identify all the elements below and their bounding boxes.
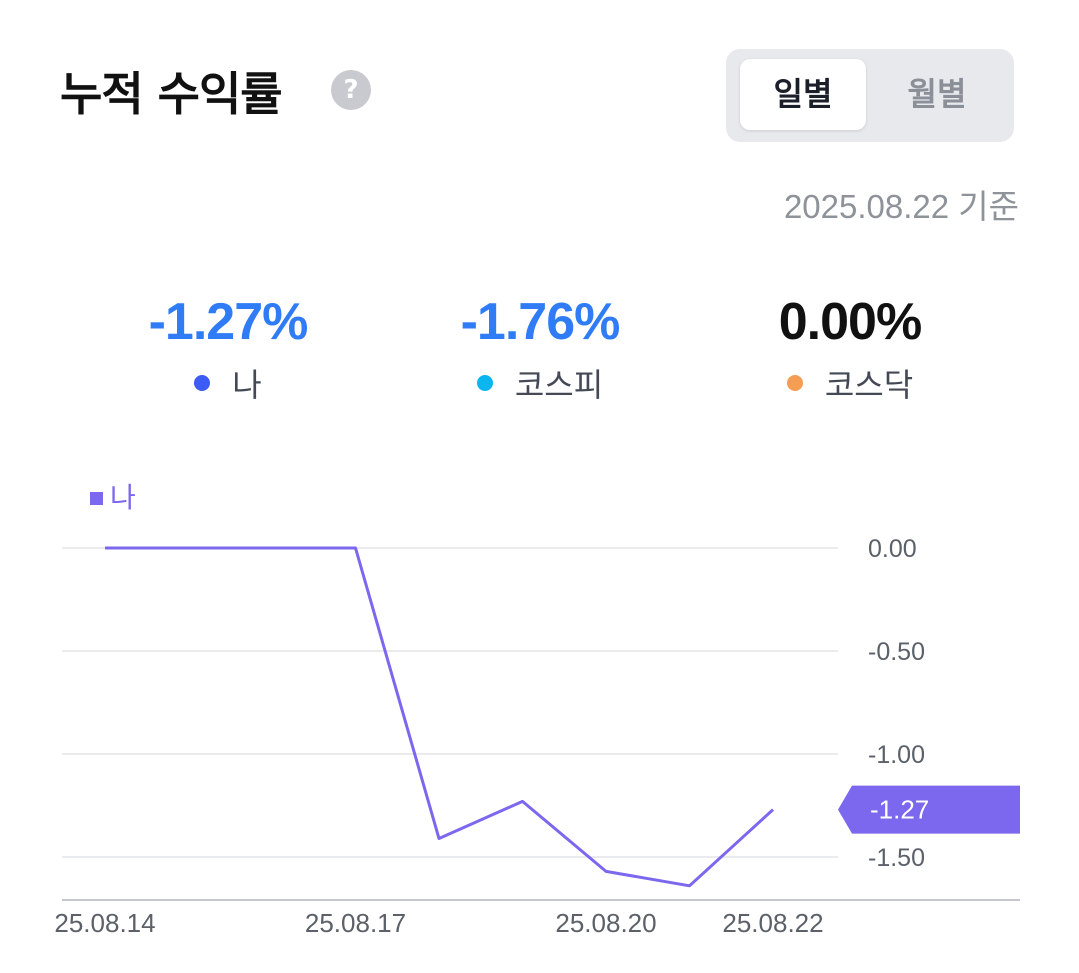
- stat-label: 코스닥: [824, 366, 914, 404]
- stat-value: -1.27%: [148, 293, 309, 351]
- stat-kospi: -1.76% 코스피: [390, 292, 690, 406]
- chart-legend-label: 나: [110, 481, 136, 514]
- as-of-date: 2025.08.22 기준: [783, 188, 1019, 225]
- y-tick-label: -0.50: [868, 638, 925, 666]
- x-tick-label: 25.08.17: [305, 908, 406, 938]
- stat-label: 나: [232, 366, 262, 404]
- stat-legend: 코스피: [390, 360, 690, 406]
- page-title: 누적 수익률: [60, 67, 283, 121]
- returns-chart: 나 0.00-0.50-1.00-1.50 25.08.14 25.08.17 25…: [54, 481, 1020, 938]
- current-value-marker: -1.27: [838, 785, 1020, 834]
- x-tick-label: 25.08.22: [722, 908, 823, 938]
- stat-value: -1.76%: [460, 293, 621, 351]
- question-circle-icon[interactable]: ?: [331, 70, 371, 110]
- marker-label: -1.27: [870, 795, 929, 825]
- y-tick-label: -1.50: [868, 844, 925, 872]
- period-toggle: 일별 월별: [726, 49, 1014, 142]
- legend-swatch: [90, 492, 103, 505]
- daily-tab[interactable]: 일별: [740, 59, 866, 130]
- stat-me: -1.27% 나: [78, 292, 378, 406]
- y-tick-label: 0.00: [868, 535, 917, 563]
- y-tick-label: -1.00: [868, 741, 925, 769]
- x-tick-label: 25.08.14: [54, 908, 155, 938]
- x-tick-label: 25.08.20: [555, 908, 656, 938]
- stat-kosdaq: 0.00% 코스닥: [700, 292, 1000, 406]
- stat-legend: 나: [78, 360, 378, 406]
- monthly-tab[interactable]: 월별: [907, 75, 967, 113]
- series-line-me: [105, 546, 775, 888]
- stat-legend: 코스닥: [700, 360, 1000, 406]
- stat-label: 코스피: [514, 366, 604, 404]
- stat-value: 0.00%: [778, 293, 922, 351]
- legend-dot: [476, 375, 493, 391]
- legend-dot: [194, 375, 211, 391]
- y-axis: 0.00 -0.50 -1.00 -1.50: [868, 535, 925, 872]
- marker-shape: [838, 785, 1020, 834]
- grid: [62, 547, 838, 858]
- x-axis: 25.08.14 25.08.17 25.08.20 25.08.22: [54, 908, 823, 938]
- legend-dot: [786, 375, 803, 391]
